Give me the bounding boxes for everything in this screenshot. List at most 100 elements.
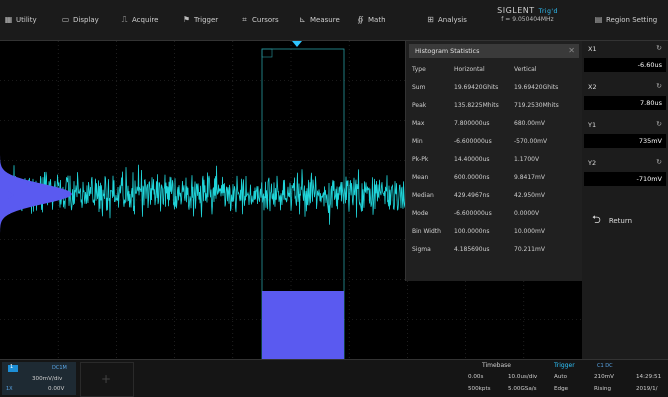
close-icon[interactable]: ✕ [568,46,575,55]
stat-name: Pk-Pk [412,156,429,163]
return-label: Return [608,217,633,225]
trigger-icon: ⚑ [182,15,191,24]
refresh-icon: ↻ [656,44,662,52]
measure-icon: ⊾ [299,15,306,24]
channel1-offset: 0.00V [48,386,65,392]
analysis-icon: ⊞ [427,15,434,24]
stat-name: Max [412,120,425,127]
stat-vertical: 680.00mV [514,120,545,127]
trigger-source: C1 DC [597,363,613,369]
channel1-label: 1X [6,386,13,392]
return-arrow-icon: ⮌ [592,213,601,226]
stat-vertical: 70.211mV [514,246,545,253]
stat-name: Bin Width [412,228,441,235]
region-box[interactable] [261,48,345,359]
cursor-y1-value[interactable]: 735mV [584,134,666,148]
menu-analysis[interactable]: ⊞ Analysis [426,0,467,40]
stat-horizontal: 14.40000us [454,156,490,163]
plus-icon: + [101,372,112,386]
trigger-position-marker[interactable] [292,41,302,47]
trigger-mode[interactable]: Auto [554,374,567,380]
status-bar: 1 DC1M 300mV/div 1X 0.00V + Timebase 0.0… [0,359,668,397]
timebase-scale[interactable]: 10.0us/div [508,374,538,380]
menu-trigger[interactable]: ⚑ Trigger [182,0,218,40]
stat-horizontal: 600.0000ns [454,174,490,181]
region-handle[interactable] [261,48,273,58]
stat-vertical: 1.1700V [514,156,540,163]
header-vertical: Vertical [514,66,537,73]
stat-name: Median [412,192,434,199]
menu-display[interactable]: ▭ Display [61,0,99,40]
stat-horizontal: -6.600000us [454,138,492,145]
vertical-histogram [0,141,72,247]
menu-math[interactable]: ∯ Math [356,0,386,40]
cursor-x1-label: X1 [588,45,597,53]
stat-vertical: 9.8417mV [514,174,545,181]
refresh-icon: ↻ [656,120,662,128]
channel1-number: 1 [10,364,14,370]
stat-vertical: 719.2530Mhits [514,102,559,109]
cursor-y2-value[interactable]: -710mV [584,172,666,186]
menu-measure-label: Measure [310,16,340,24]
menu-measure[interactable]: ⊾ Measure [298,0,340,40]
stat-name: Peak [412,102,427,109]
stats-row: Mean 600.0000ns 9.8417mV [406,170,582,188]
histogram-statistics-panel: Histogram Statistics ✕ Type Horizontal Ve… [405,41,582,281]
stat-horizontal: 135.8225Mhits [454,102,499,109]
menu-cursors[interactable]: ⌗ Cursors [240,0,279,40]
stat-name: Mode [412,210,429,217]
header-type: Type [412,66,426,73]
cursor-x1[interactable]: X1 ↻ -6.60us [582,41,668,79]
acquire-icon: ⎍ [121,15,128,24]
stat-vertical: 42.950mV [514,192,545,199]
cursor-y1[interactable]: Y1 ↻ 735mV [582,117,668,155]
cursor-x2[interactable]: X2 ↻ 7.80us [582,79,668,117]
add-channel-button[interactable]: + [80,362,134,397]
stat-name: Mean [412,174,429,181]
menu-trigger-label: Trigger [194,16,219,24]
cursor-x2-label: X2 [588,83,597,91]
memory-depth: 500kpts [468,386,491,392]
menu-utility-label: Utility [16,16,37,24]
trigger-label: Trigger [554,362,575,369]
histogram-statistics-title: Histogram Statistics ✕ [409,44,579,58]
region-setting-button[interactable]: ▤ Region Setting [594,0,658,40]
stat-name: Min [412,138,423,145]
timebase-delay[interactable]: 0.00s [468,374,484,380]
stats-row: Mode -6.600000us 0.0000V [406,206,582,224]
stats-header-row: Type Horizontal Vertical [406,62,582,80]
refresh-icon: ↻ [656,158,662,166]
math-icon: ∯ [357,15,364,24]
stat-horizontal: 429.4967ns [454,192,490,199]
clock-time: 14:29:51 [636,374,662,380]
cursor-x1-value[interactable]: -6.60us [584,58,666,72]
menu-utility[interactable]: ▦ Utility [4,0,37,40]
menu-acquire[interactable]: ⎍ Acquire [120,0,159,40]
frequency-readout: f = 9.050404MHz [501,16,554,23]
stat-vertical: 19.69420Ghits [514,84,559,91]
cursor-y2-label: Y2 [588,159,597,167]
region-setting-icon: ▤ [594,15,603,24]
cursor-x2-value[interactable]: 7.80us [584,96,666,110]
stats-row: Max 7.800000us 680.00mV [406,116,582,134]
trigger-level[interactable]: 210mV [594,374,614,380]
stats-row: Sum 19.69420Ghits 19.69420Ghits [406,80,582,98]
return-button[interactable]: ⮌ Return [592,211,632,230]
trigger-type[interactable]: Edge [554,386,569,392]
channel1-info[interactable]: 1 DC1M 300mV/div 1X 0.00V [2,362,76,395]
brand-name: SIGLENT [497,6,535,15]
stat-name: Sum [412,84,426,91]
stats-row: Median 429.4967ns 42.950mV [406,188,582,206]
stat-vertical: 10.000mV [514,228,545,235]
trigger-slope[interactable]: Rising [594,386,612,392]
menu-cursors-label: Cursors [252,16,279,24]
cursor-settings-panel: X1 ↻ -6.60us X2 ↻ 7.80us Y1 ↻ 735mV Y2 ↻ -710mV … [582,41,668,359]
stat-horizontal: 4.185690us [454,246,490,253]
brand-area: SIGLENT Trig'd f = 9.050404MHz [480,6,575,23]
channel-offset-marker[interactable] [8,191,14,199]
cursors-icon: ⌗ [242,15,247,24]
menu-math-label: Math [368,16,386,24]
refresh-icon: ↻ [656,82,662,90]
cursor-y2[interactable]: Y2 ↻ -710mV [582,155,668,193]
cursor-y1-label: Y1 [588,121,597,129]
